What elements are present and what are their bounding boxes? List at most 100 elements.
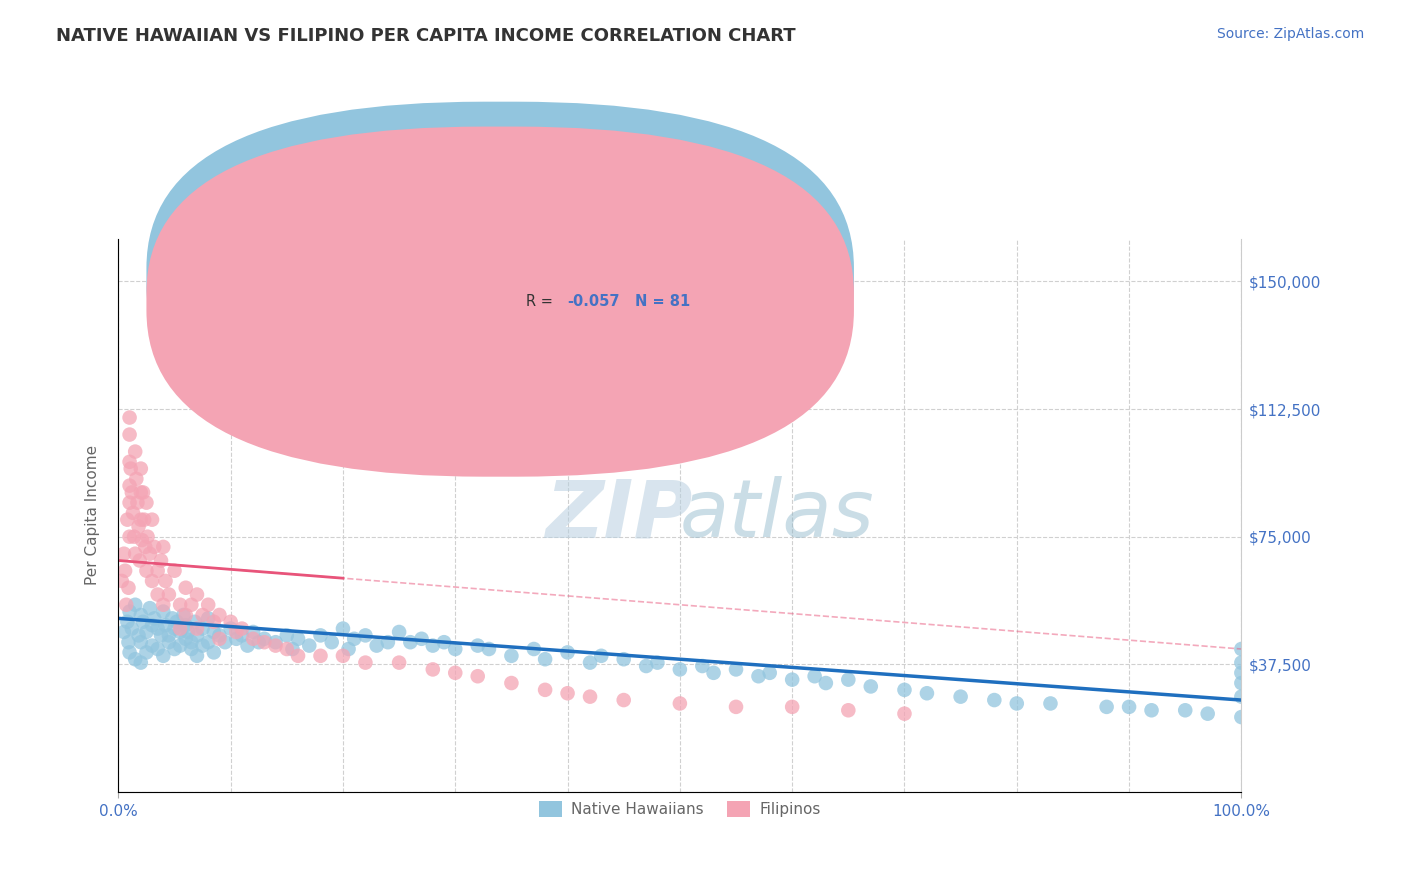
Point: [399, 635, 422, 649]
Point: [174, 618, 197, 632]
Point: [202, 645, 225, 659]
Point: [354, 656, 377, 670]
Point: [893, 706, 915, 721]
Point: [152, 648, 174, 663]
Point: [1197, 706, 1219, 721]
Point: [893, 682, 915, 697]
Point: [859, 680, 882, 694]
Text: R =: R =: [526, 269, 558, 285]
Point: [692, 659, 714, 673]
Text: -0.578: -0.578: [568, 269, 620, 285]
Point: [129, 607, 152, 622]
Point: [135, 625, 157, 640]
Point: [157, 588, 180, 602]
FancyBboxPatch shape: [146, 102, 853, 452]
Point: [146, 622, 169, 636]
Point: [152, 540, 174, 554]
Point: [208, 607, 231, 622]
Point: [803, 669, 825, 683]
Point: [478, 642, 501, 657]
Point: [1230, 642, 1253, 657]
Point: [180, 642, 202, 657]
Point: [253, 632, 276, 646]
Point: [152, 598, 174, 612]
Point: [111, 574, 134, 588]
Point: [180, 635, 202, 649]
Text: N = 115: N = 115: [636, 269, 700, 285]
Point: [388, 625, 411, 640]
Point: [163, 564, 186, 578]
Point: [343, 632, 366, 646]
Point: [1230, 676, 1253, 690]
Point: [1230, 656, 1253, 670]
Point: [669, 662, 692, 676]
Point: [724, 662, 747, 676]
Point: [115, 598, 138, 612]
Point: [523, 642, 546, 657]
Point: [366, 639, 388, 653]
Point: [613, 693, 636, 707]
Point: [208, 632, 231, 646]
Point: [231, 622, 253, 636]
Point: [501, 676, 523, 690]
Point: [122, 530, 145, 544]
Point: [174, 607, 197, 622]
Point: [191, 639, 214, 653]
Point: [128, 553, 150, 567]
Point: [467, 639, 489, 653]
Point: [422, 662, 444, 676]
Point: [202, 625, 225, 640]
Point: [124, 598, 146, 612]
Point: [121, 622, 143, 636]
Point: [1095, 699, 1118, 714]
Point: [534, 652, 557, 666]
Point: [557, 686, 579, 700]
Point: [121, 485, 143, 500]
Point: [135, 496, 157, 510]
Point: [132, 485, 155, 500]
Point: [949, 690, 972, 704]
Point: [163, 642, 186, 657]
Point: [139, 547, 162, 561]
Point: [758, 665, 780, 680]
Point: [129, 513, 152, 527]
Point: [118, 530, 141, 544]
Point: [225, 625, 247, 640]
Point: [219, 622, 242, 636]
Point: [411, 632, 433, 646]
Point: [298, 639, 321, 653]
Point: [557, 645, 579, 659]
Point: [134, 540, 156, 554]
Point: [177, 625, 200, 640]
Point: [152, 605, 174, 619]
Text: N = 81: N = 81: [636, 294, 690, 310]
Point: [780, 699, 803, 714]
Point: [247, 635, 270, 649]
Point: [169, 598, 191, 612]
Point: [534, 682, 557, 697]
Point: [276, 642, 298, 657]
Point: [214, 635, 236, 649]
Point: [135, 564, 157, 578]
Point: [118, 427, 141, 442]
Point: [1230, 665, 1253, 680]
Point: [162, 611, 184, 625]
Point: [444, 642, 467, 657]
Point: [281, 642, 304, 657]
Point: [180, 598, 202, 612]
Point: [155, 618, 177, 632]
Point: [122, 506, 145, 520]
Point: [169, 639, 191, 653]
Point: [117, 635, 139, 649]
Point: [276, 628, 298, 642]
Point: [309, 648, 332, 663]
Point: [120, 461, 142, 475]
Point: [915, 686, 938, 700]
Point: [388, 656, 411, 670]
Point: [124, 652, 146, 666]
Text: R =: R =: [526, 294, 558, 310]
Point: [321, 635, 343, 649]
Point: [814, 676, 837, 690]
Point: [174, 581, 197, 595]
Point: [118, 605, 141, 619]
